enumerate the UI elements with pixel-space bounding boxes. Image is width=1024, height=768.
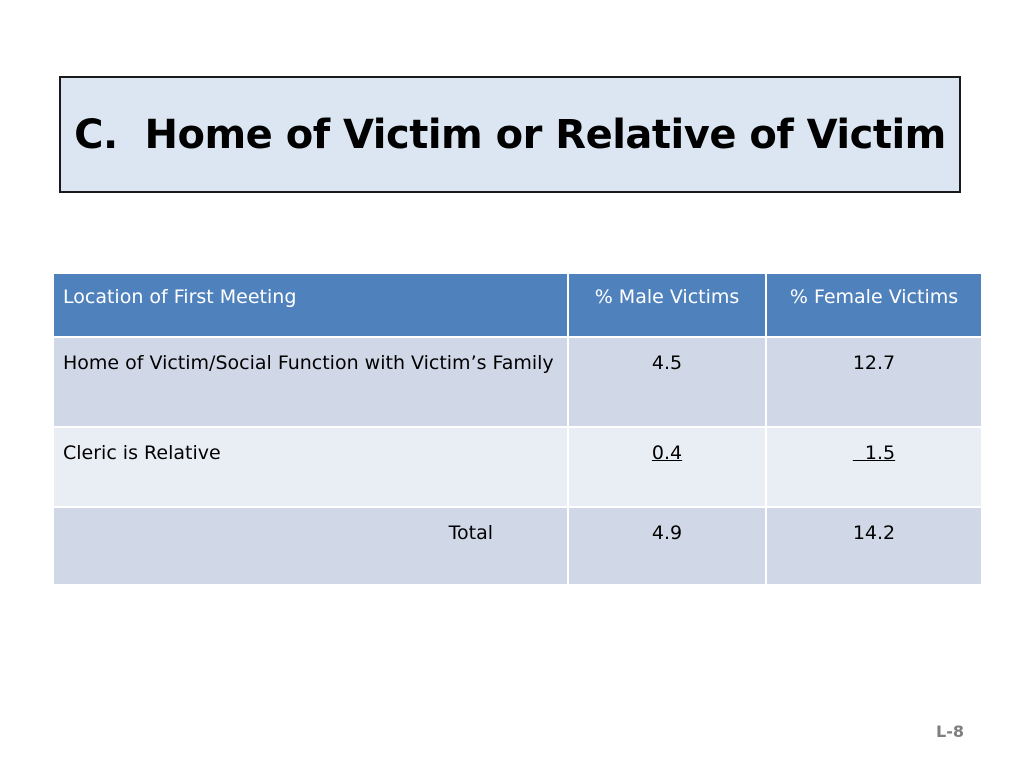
female-value: 1.5: [852, 442, 896, 464]
male-total: 4.9: [567, 506, 767, 586]
slide-title: C. Home of Victim or Relative of Victim: [74, 111, 946, 158]
header-location: Location of First Meeting: [52, 272, 569, 338]
page-number: L-8: [936, 722, 964, 741]
header-male-victims: % Male Victims: [567, 272, 767, 338]
header-female-victims: % Female Victims: [765, 272, 983, 338]
title-box: C. Home of Victim or Relative of Victim: [59, 76, 961, 193]
table-row: Cleric is Relative 0.4 1.5: [52, 426, 983, 508]
male-value: 4.5: [567, 336, 767, 428]
total-label: Total: [52, 506, 569, 586]
female-value-cell: 1.5: [765, 426, 983, 508]
male-value-cell: 0.4: [567, 426, 767, 508]
male-value: 0.4: [651, 442, 683, 464]
row-label: Home of Victim/Social Function with Vict…: [52, 336, 569, 428]
data-table: Location of First Meeting % Male Victims…: [52, 272, 983, 586]
table-row: Home of Victim/Social Function with Vict…: [52, 336, 983, 428]
table-row: Total 4.9 14.2: [52, 506, 983, 586]
female-value: 12.7: [765, 336, 983, 428]
row-label: Cleric is Relative: [52, 426, 569, 508]
table-header-row: Location of First Meeting % Male Victims…: [52, 272, 983, 338]
female-total: 14.2: [765, 506, 983, 586]
